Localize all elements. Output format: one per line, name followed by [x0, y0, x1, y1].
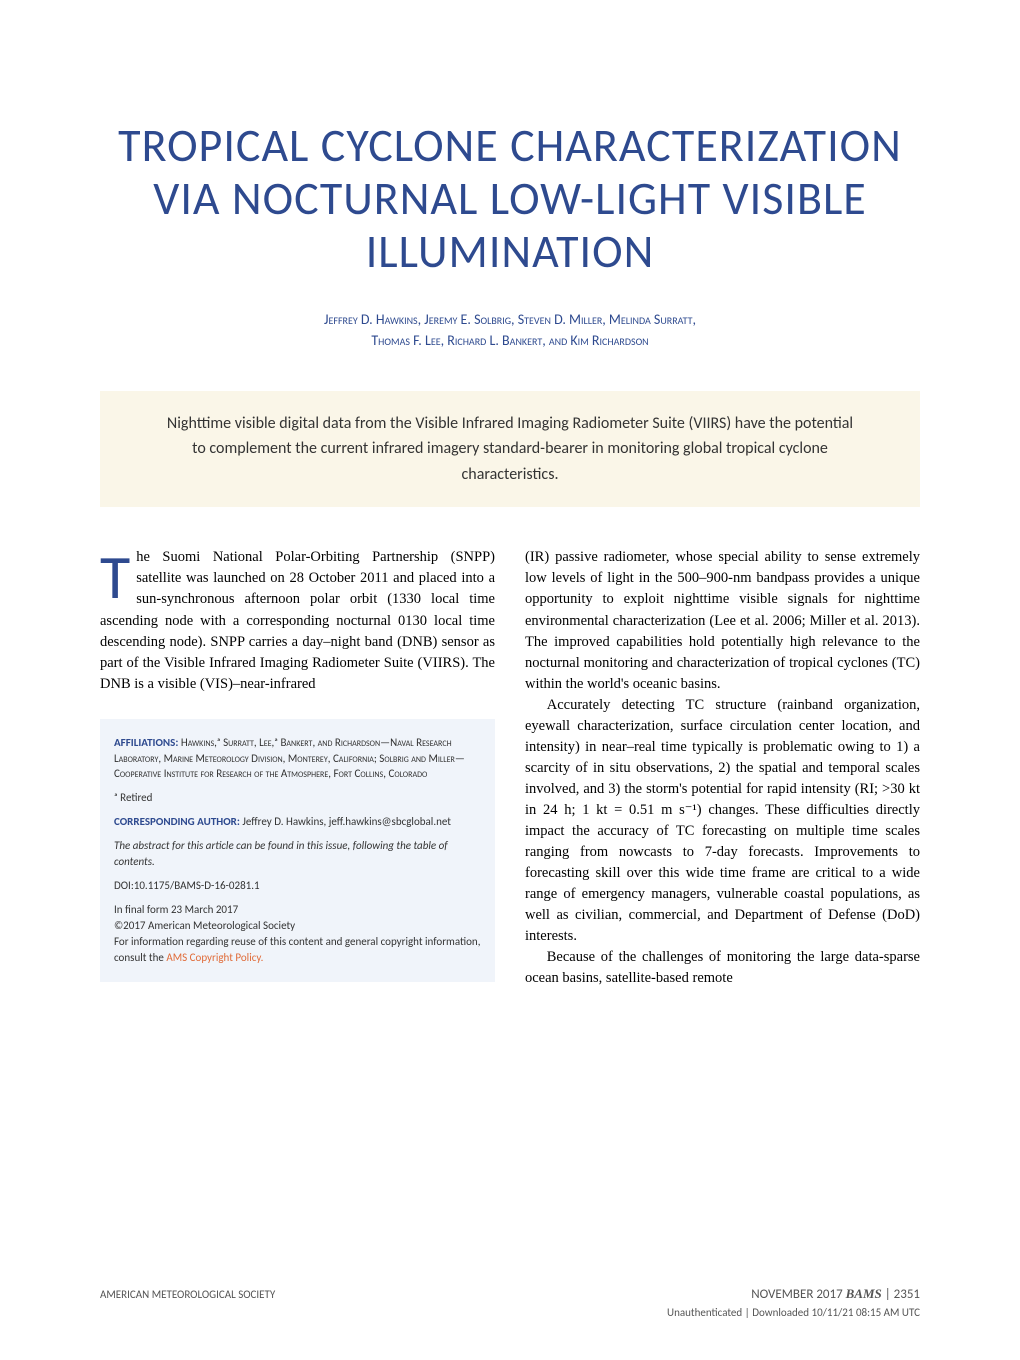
reuse-line: For information regarding reuse of this …	[114, 934, 481, 966]
corresponding-label: CORRESPONDING AUTHOR:	[114, 815, 240, 828]
body-columns: The Suomi National Polar-Orbiting Partne…	[100, 547, 920, 988]
retired-note: ᵃ Retired	[114, 790, 481, 806]
footer-right: NOVEMBER 2017 BAMS | 2351 Unauthenticate…	[667, 1285, 920, 1320]
ams-policy-link[interactable]: AMS Copyright Policy.	[166, 951, 263, 964]
body-right-p2: Accurately detecting TC structure (rainb…	[525, 695, 920, 947]
corresponding-text: Jeffrey D. Hawkins, jeff.hawkins@sbcglob…	[240, 815, 451, 828]
left-column: The Suomi National Polar-Orbiting Partne…	[100, 547, 495, 988]
footer-left: AMERICAN METEOROLOGICAL SOCIETY	[100, 1288, 275, 1301]
journal-logo: BAMS	[846, 1286, 882, 1301]
body-left-p1-text: he Suomi National Polar-Orbiting Partner…	[100, 549, 495, 691]
affiliations-box: AFFILIATIONS: Hawkins,ᵃ Surratt, Lee,ᵃ B…	[100, 719, 495, 982]
page-number: | 2351	[885, 1287, 920, 1302]
body-right-p1: (IR) passive radiometer, whose special a…	[525, 547, 920, 694]
affiliations-section: AFFILIATIONS: Hawkins,ᵃ Surratt, Lee,ᵃ B…	[114, 735, 481, 783]
body-right-p3: Because of the challenges of monitoring …	[525, 947, 920, 989]
abstract-box: Nighttime visible digital data from the …	[100, 391, 920, 508]
footer-page-line: NOVEMBER 2017 BAMS | 2351	[667, 1285, 920, 1304]
copyright-line: ©2017 American Meteorological Society	[114, 918, 481, 934]
dropcap: T	[100, 547, 136, 604]
doi: DOI:10.1175/BAMS-D-16-0281.1	[114, 878, 481, 894]
body-paragraph-1: The Suomi National Polar-Orbiting Partne…	[100, 547, 495, 694]
authors-block: Jeffrey D. Hawkins, Jeremy E. Solbrig, S…	[100, 309, 920, 351]
abstract-text: Nighttime visible digital data from the …	[160, 411, 860, 488]
authors-line-2: Thomas F. Lee, Richard L. Bankert, and K…	[100, 330, 920, 351]
final-form: In final form 23 March 2017	[114, 902, 481, 918]
affiliations-label: AFFILIATIONS:	[114, 736, 178, 749]
right-column: (IR) passive radiometer, whose special a…	[525, 547, 920, 988]
abstract-note: The abstract for this article can be fou…	[114, 838, 481, 870]
article-title: TROPICAL CYCLONE CHARACTERIZATION VIA NO…	[100, 120, 920, 279]
corresponding-section: CORRESPONDING AUTHOR: Jeffrey D. Hawkins…	[114, 814, 481, 830]
page-footer: AMERICAN METEOROLOGICAL SOCIETY NOVEMBER…	[100, 1285, 920, 1320]
download-stamp: Unauthenticated | Downloaded 10/11/21 08…	[667, 1305, 920, 1320]
footer-month: NOVEMBER 2017	[751, 1287, 842, 1302]
authors-line-1: Jeffrey D. Hawkins, Jeremy E. Solbrig, S…	[100, 309, 920, 330]
